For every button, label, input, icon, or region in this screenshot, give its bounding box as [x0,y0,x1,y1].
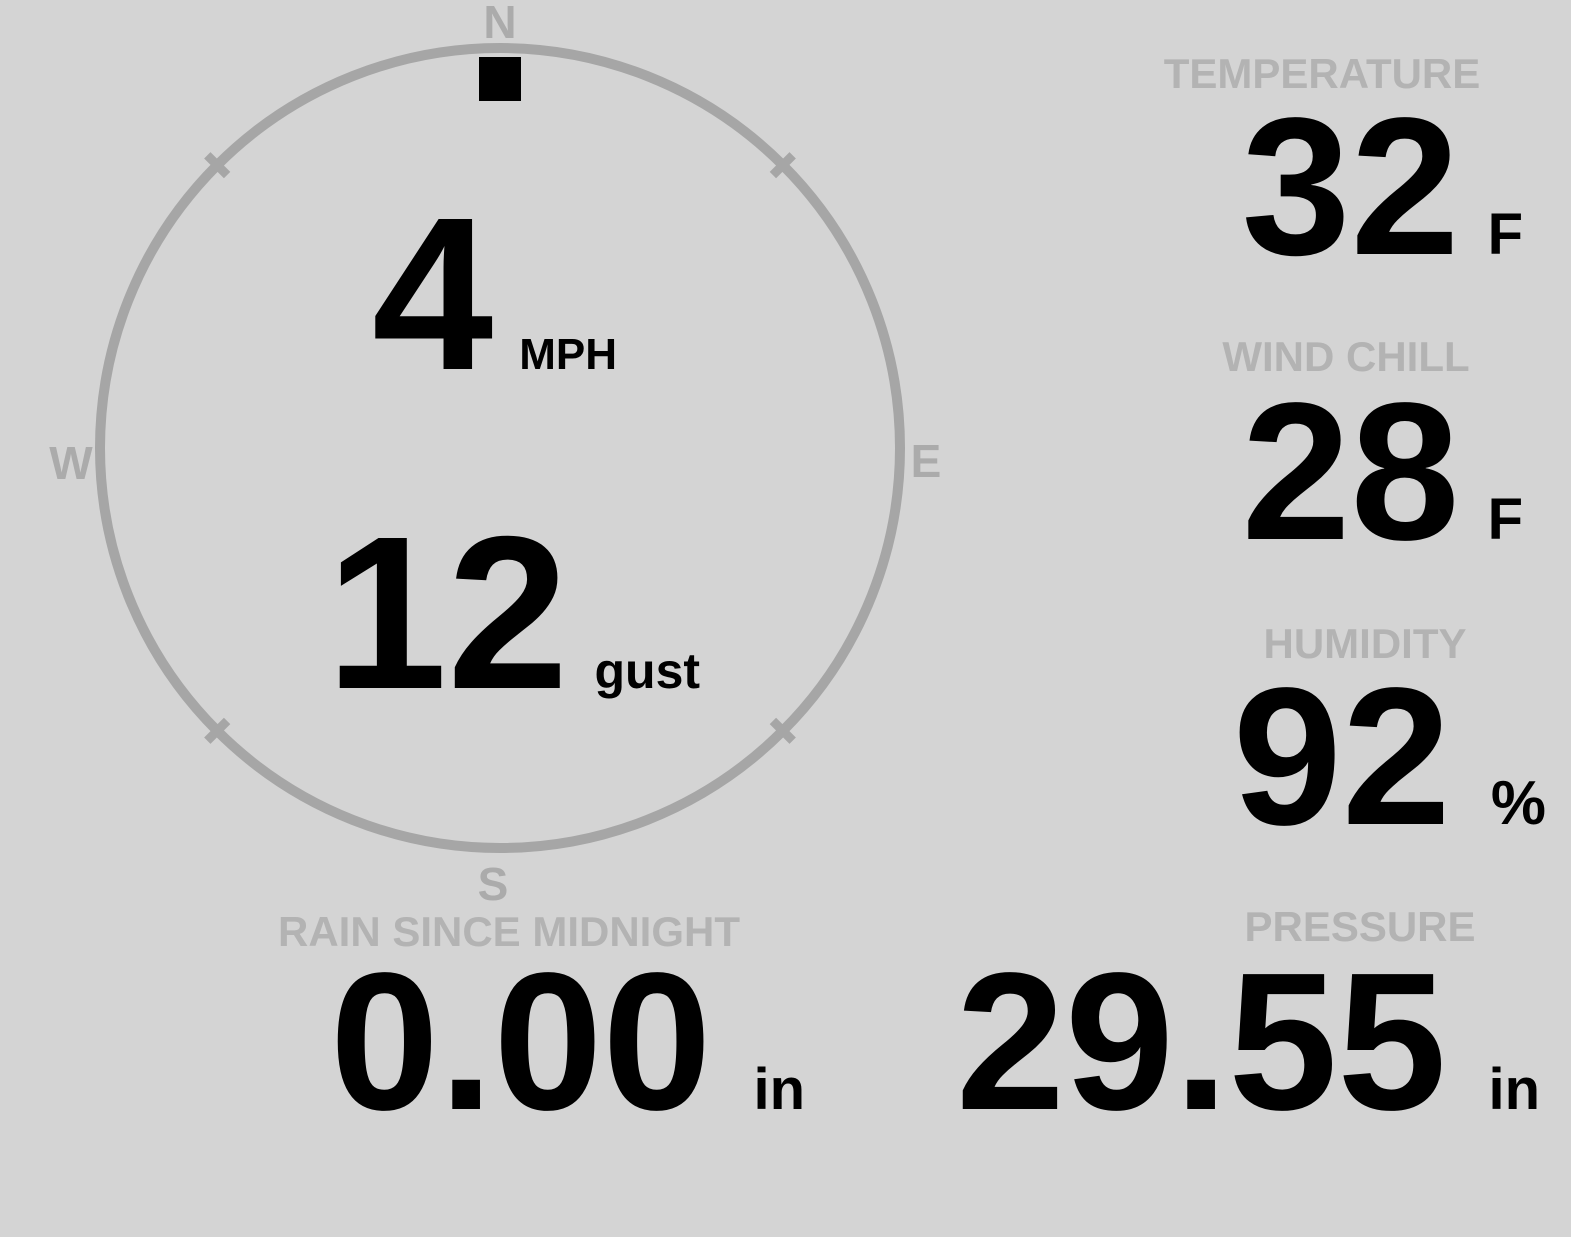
wind-direction-marker-icon [479,57,521,101]
rain-value: 0.00 [330,932,712,1151]
temperature-unit: F [1487,202,1523,267]
temperature-reading: 32 F [1242,89,1523,285]
wind-speed: 4 MPH [372,186,617,404]
pressure-label: PRESSURE [1244,903,1476,950]
wind-chill-value: 28 [1241,362,1460,581]
compass-tick-marks [204,152,796,744]
compass-label-north: N [483,0,517,48]
wind-chill-reading: 28 F [1242,374,1523,570]
wind-gust-value: 12 [326,492,569,735]
temperature-label: TEMPERATURE [1163,50,1481,97]
compass-dial [95,43,905,853]
rain-unit: in [753,1057,806,1122]
rain-reading: 0.00 in [330,944,805,1140]
humidity-unit: % [1490,769,1546,838]
humidity-reading: 92 % [1233,659,1546,855]
rain-label: RAIN SINCE MIDNIGHT [278,908,740,955]
humidity-label: HUMIDITY [1263,620,1467,667]
temperature-value: 32 [1241,77,1460,296]
wind-chill-label: WIND CHILL [1222,333,1470,380]
pressure-unit: in [1488,1057,1540,1122]
pressure-reading: 29.55 in [956,944,1540,1140]
wind-gust-unit: gust [594,643,701,699]
wind-gust: 12 gust [326,505,700,723]
compass-label-west: W [49,437,93,489]
compass-circle [95,43,905,853]
pressure-value: 29.55 [955,932,1447,1151]
wind-speed-value: 4 [372,173,494,416]
compass-label-east: E [910,435,942,487]
humidity-value: 92 [1232,647,1451,866]
compass-label-south: S [477,858,509,910]
wind-chill-unit: F [1487,487,1523,552]
wind-speed-unit: MPH [519,330,618,379]
